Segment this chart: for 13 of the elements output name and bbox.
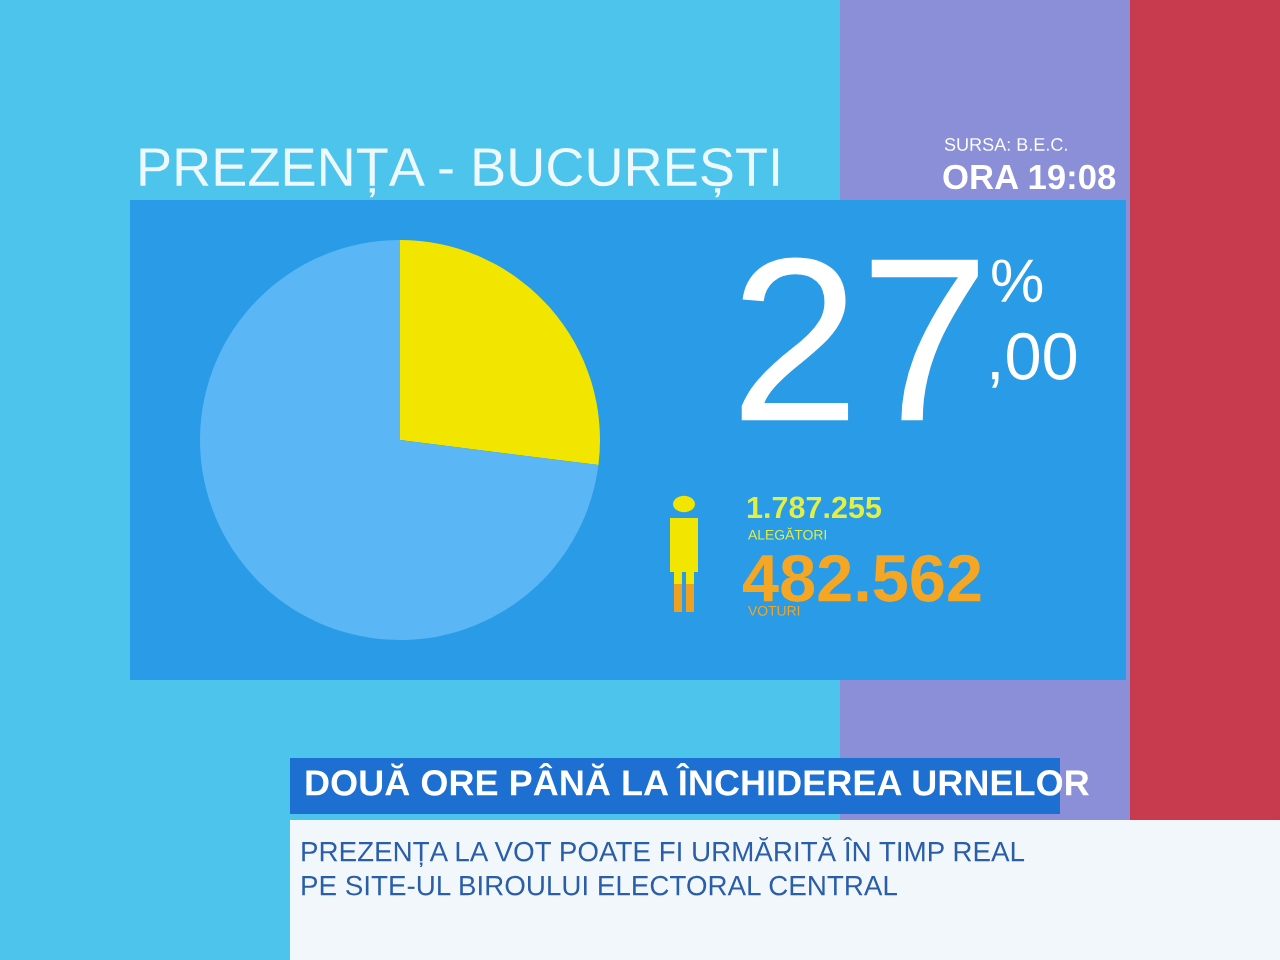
text: 482.562 xyxy=(743,554,981,602)
text: PE SITE-UL BIROULUI ELECTORAL CENTRAL xyxy=(302,875,897,896)
chart-title: PREZENȚA - BUCUREȘTI xyxy=(140,147,779,198)
text: 1.787.255 xyxy=(747,496,882,519)
text: % xyxy=(992,259,1043,303)
data-label: 27 xyxy=(741,257,978,421)
text: SURSA: B.E.C. xyxy=(944,138,1067,151)
text: ,00 xyxy=(991,332,1077,388)
pie-slice xyxy=(400,240,600,466)
text: PREZENȚA LA VOT POATE FI URMĂRITĂ ÎN TIMP REAL xyxy=(302,836,1025,868)
text: DOUĂ ORE PÂNĂ LA ÎNCHIDEREA URNELOR xyxy=(306,762,1089,796)
text: ORA 19:08 xyxy=(943,164,1116,190)
pie-slice xyxy=(200,240,599,640)
